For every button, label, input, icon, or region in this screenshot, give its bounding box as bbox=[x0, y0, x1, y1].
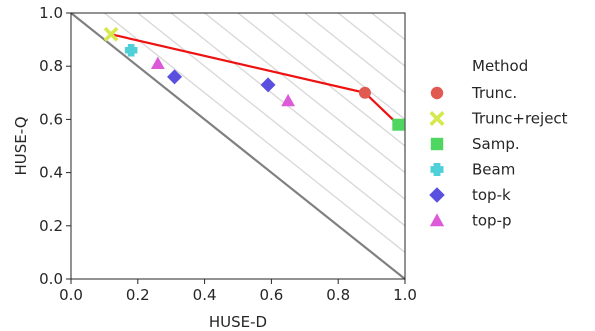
legend-label: Trunc+reject bbox=[471, 110, 568, 128]
legend-label: top-k bbox=[472, 186, 511, 204]
hatch-line bbox=[137, 13, 405, 227]
hatch-line bbox=[103, 13, 405, 253]
hatch-lines bbox=[103, 13, 405, 253]
point-samp- bbox=[392, 118, 405, 131]
legend-marker-top-p bbox=[429, 213, 445, 227]
plot-frame bbox=[70, 12, 406, 280]
x-tick-label: 0.6 bbox=[259, 286, 283, 304]
x-axis-label: HUSE-D bbox=[209, 313, 267, 331]
x-tick-label: 1.0 bbox=[393, 286, 417, 304]
y-tick-label: 0.0 bbox=[39, 270, 63, 288]
point-top-k bbox=[167, 69, 183, 85]
legend-marker-trunc-reject bbox=[429, 110, 445, 127]
x-axis: 0.0 0.2 0.4 0.6 0.8 1.0 bbox=[59, 279, 417, 304]
y-tick-label: 0.6 bbox=[39, 110, 63, 128]
y-tick-label: 0.8 bbox=[39, 57, 63, 75]
legend-marker-top-k bbox=[429, 187, 445, 203]
data-points bbox=[103, 26, 405, 131]
y-tick-label: 0.2 bbox=[39, 217, 63, 235]
point-beam bbox=[124, 43, 138, 57]
x-tick-label: 0.8 bbox=[326, 286, 350, 304]
point-top-k bbox=[260, 77, 276, 93]
y-tick-label: 1.0 bbox=[39, 4, 63, 22]
hatch-line bbox=[204, 13, 405, 174]
hatch-line bbox=[270, 13, 405, 120]
x-tick-label: 0.4 bbox=[193, 286, 217, 304]
legend-label: Beam bbox=[472, 161, 515, 179]
y-axis: 0.0 0.2 0.4 0.6 0.8 1.0 bbox=[39, 4, 71, 288]
point-trunc-reject bbox=[103, 26, 119, 42]
point-trunc- bbox=[358, 86, 371, 99]
y-tick-label: 0.4 bbox=[39, 164, 63, 182]
hatch-line bbox=[337, 13, 405, 67]
legend-marker-trunc- bbox=[430, 86, 444, 100]
x-tick-label: 0.2 bbox=[126, 286, 150, 304]
point-top-p bbox=[281, 93, 295, 107]
hatch-line bbox=[304, 13, 405, 94]
x-tick-label: 0.0 bbox=[59, 286, 83, 304]
hatch-line bbox=[371, 13, 405, 41]
hatch-line bbox=[237, 13, 405, 147]
y-axis-label: HUSE-Q bbox=[12, 116, 30, 175]
legend-label: Samp. bbox=[472, 135, 520, 153]
point-top-p bbox=[150, 56, 165, 70]
legend: Method Trunc. Trunc+reject Samp. Beam top-k t… bbox=[429, 57, 568, 230]
diagonal-line bbox=[70, 12, 406, 280]
legend-label: top-p bbox=[472, 212, 512, 230]
legend-marker-samp- bbox=[430, 137, 444, 151]
legend-label: Trunc. bbox=[471, 84, 517, 102]
legend-title: Method bbox=[472, 57, 528, 75]
legend-marker-beam bbox=[430, 162, 444, 177]
